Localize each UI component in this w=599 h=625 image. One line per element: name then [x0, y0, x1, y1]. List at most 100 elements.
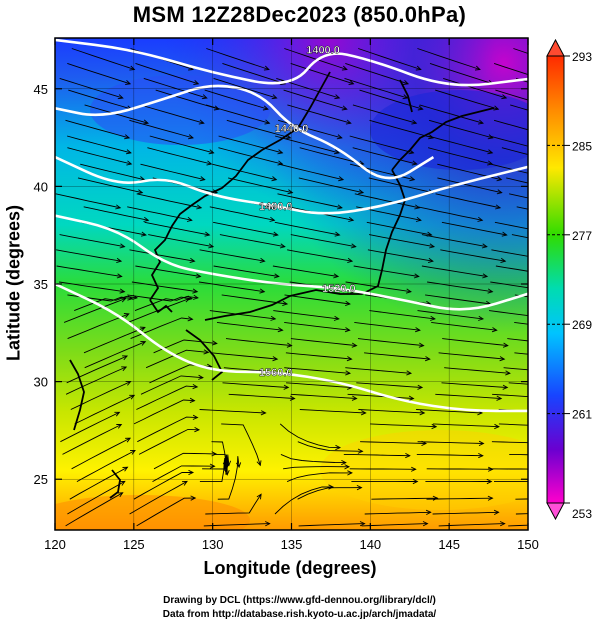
- streamline-arrow: [571, 453, 576, 457]
- streamline: [203, 523, 270, 527]
- streamline-arrow: [117, 94, 124, 100]
- streamline-arrow: [565, 371, 570, 375]
- streamline: [489, 310, 528, 317]
- streamline: [62, 424, 122, 455]
- streamline: [65, 366, 127, 395]
- streamline: [369, 119, 434, 139]
- streamline: [134, 295, 198, 312]
- streamline-arrow: [204, 231, 211, 237]
- x-tick-label: 140: [359, 537, 381, 552]
- y-tick-label: 25: [34, 472, 48, 487]
- colorbar-label: 293: [572, 50, 592, 64]
- streamline-arrow: [576, 357, 581, 361]
- streamline-arrow: [140, 231, 147, 237]
- streamline-arrow: [570, 385, 575, 389]
- streamline-arrow: [125, 437, 132, 443]
- streamline-arrow: [126, 160, 133, 166]
- streamline-arrow: [502, 384, 509, 390]
- streamline: [76, 450, 136, 482]
- x-tick-label: 130: [202, 537, 224, 552]
- streamline: [153, 452, 217, 470]
- contour-line: [55, 84, 435, 180]
- streamline-arrow: [487, 495, 494, 501]
- streamline-arrow: [403, 79, 410, 85]
- streamline-arrow: [263, 65, 270, 71]
- streamline-arrow: [430, 315, 436, 321]
- streamline: [416, 453, 483, 457]
- streamline: [417, 206, 483, 221]
- credit-drawing: Drawing by DCL (https://www.gfd-dennou.o…: [163, 595, 436, 606]
- streamline: [417, 48, 481, 70]
- streamline-arrow: [482, 273, 489, 279]
- streamline: [490, 163, 528, 174]
- streamline: [492, 393, 528, 398]
- streamline: [425, 294, 491, 305]
- streamline: [56, 265, 122, 277]
- streamline-arrow: [129, 394, 136, 400]
- streamline: [71, 48, 135, 70]
- streamline-arrow: [211, 451, 218, 457]
- streamline: [370, 423, 437, 428]
- streamline: [509, 453, 528, 456]
- streamline-arrow: [428, 134, 435, 140]
- streamline: [138, 428, 200, 455]
- streamline: [277, 193, 342, 209]
- streamline-arrow: [271, 176, 278, 182]
- streamline-arrow: [411, 119, 418, 125]
- streamline-arrow: [335, 444, 342, 451]
- streamline-arrow: [493, 509, 500, 515]
- x-tick-label: 145: [438, 537, 460, 552]
- streamline: [219, 234, 285, 248]
- streamline-arrow: [496, 395, 503, 401]
- streamline: [344, 77, 408, 99]
- streamline: [432, 423, 499, 428]
- streamline: [225, 338, 292, 347]
- streamline-arrow: [405, 453, 411, 459]
- streamline-arrow: [344, 464, 351, 470]
- streamline: [366, 221, 432, 236]
- streamline: [442, 338, 508, 347]
- streamline: [205, 104, 270, 124]
- streamline: [228, 393, 295, 399]
- streamline-arrow: [341, 65, 348, 71]
- streamline-arrow: [499, 521, 506, 527]
- streamline: [495, 265, 528, 272]
- streamline: [274, 135, 340, 154]
- streamline-arrow: [494, 423, 500, 430]
- streamline-arrow: [222, 458, 228, 465]
- streamline: [127, 294, 193, 302]
- streamline-arrow: [334, 231, 341, 237]
- streamline: [216, 321, 283, 331]
- streamline-arrow: [192, 414, 199, 420]
- streamline-arrow: [415, 216, 422, 222]
- streamline-arrow: [137, 189, 144, 195]
- contour-label: 1520.0: [322, 283, 356, 295]
- streamline: [149, 135, 214, 154]
- streamline-arrow: [264, 119, 271, 125]
- streamline-arrow: [198, 374, 204, 380]
- streamline: [511, 234, 528, 239]
- streamline: [222, 62, 286, 85]
- colorbar-label: 261: [572, 408, 592, 422]
- streamline-arrow: [574, 95, 579, 99]
- streamline: [147, 147, 212, 165]
- streamline: [508, 524, 528, 527]
- streamline-arrow: [576, 301, 581, 305]
- streamline-arrow: [272, 356, 279, 362]
- streamline-arrow: [142, 119, 150, 125]
- streamline: [495, 89, 528, 101]
- colorbar-top-triangle: [546, 38, 565, 57]
- streamline: [438, 352, 505, 360]
- streamline-arrow: [124, 134, 131, 140]
- streamline-arrow: [413, 273, 420, 279]
- streamline-arrow: [125, 79, 132, 85]
- streamline-arrow: [333, 315, 340, 321]
- streamline-arrow: [344, 327, 351, 333]
- streamline: [297, 487, 362, 500]
- streamline: [514, 321, 528, 325]
- streamline: [65, 119, 130, 139]
- streamline-arrow: [424, 356, 431, 362]
- streamline: [427, 147, 493, 165]
- streamline-arrow: [500, 257, 507, 264]
